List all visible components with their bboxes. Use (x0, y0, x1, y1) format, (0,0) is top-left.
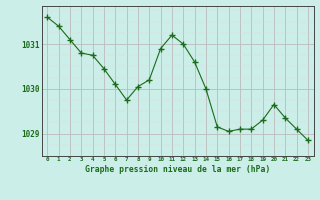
X-axis label: Graphe pression niveau de la mer (hPa): Graphe pression niveau de la mer (hPa) (85, 165, 270, 174)
